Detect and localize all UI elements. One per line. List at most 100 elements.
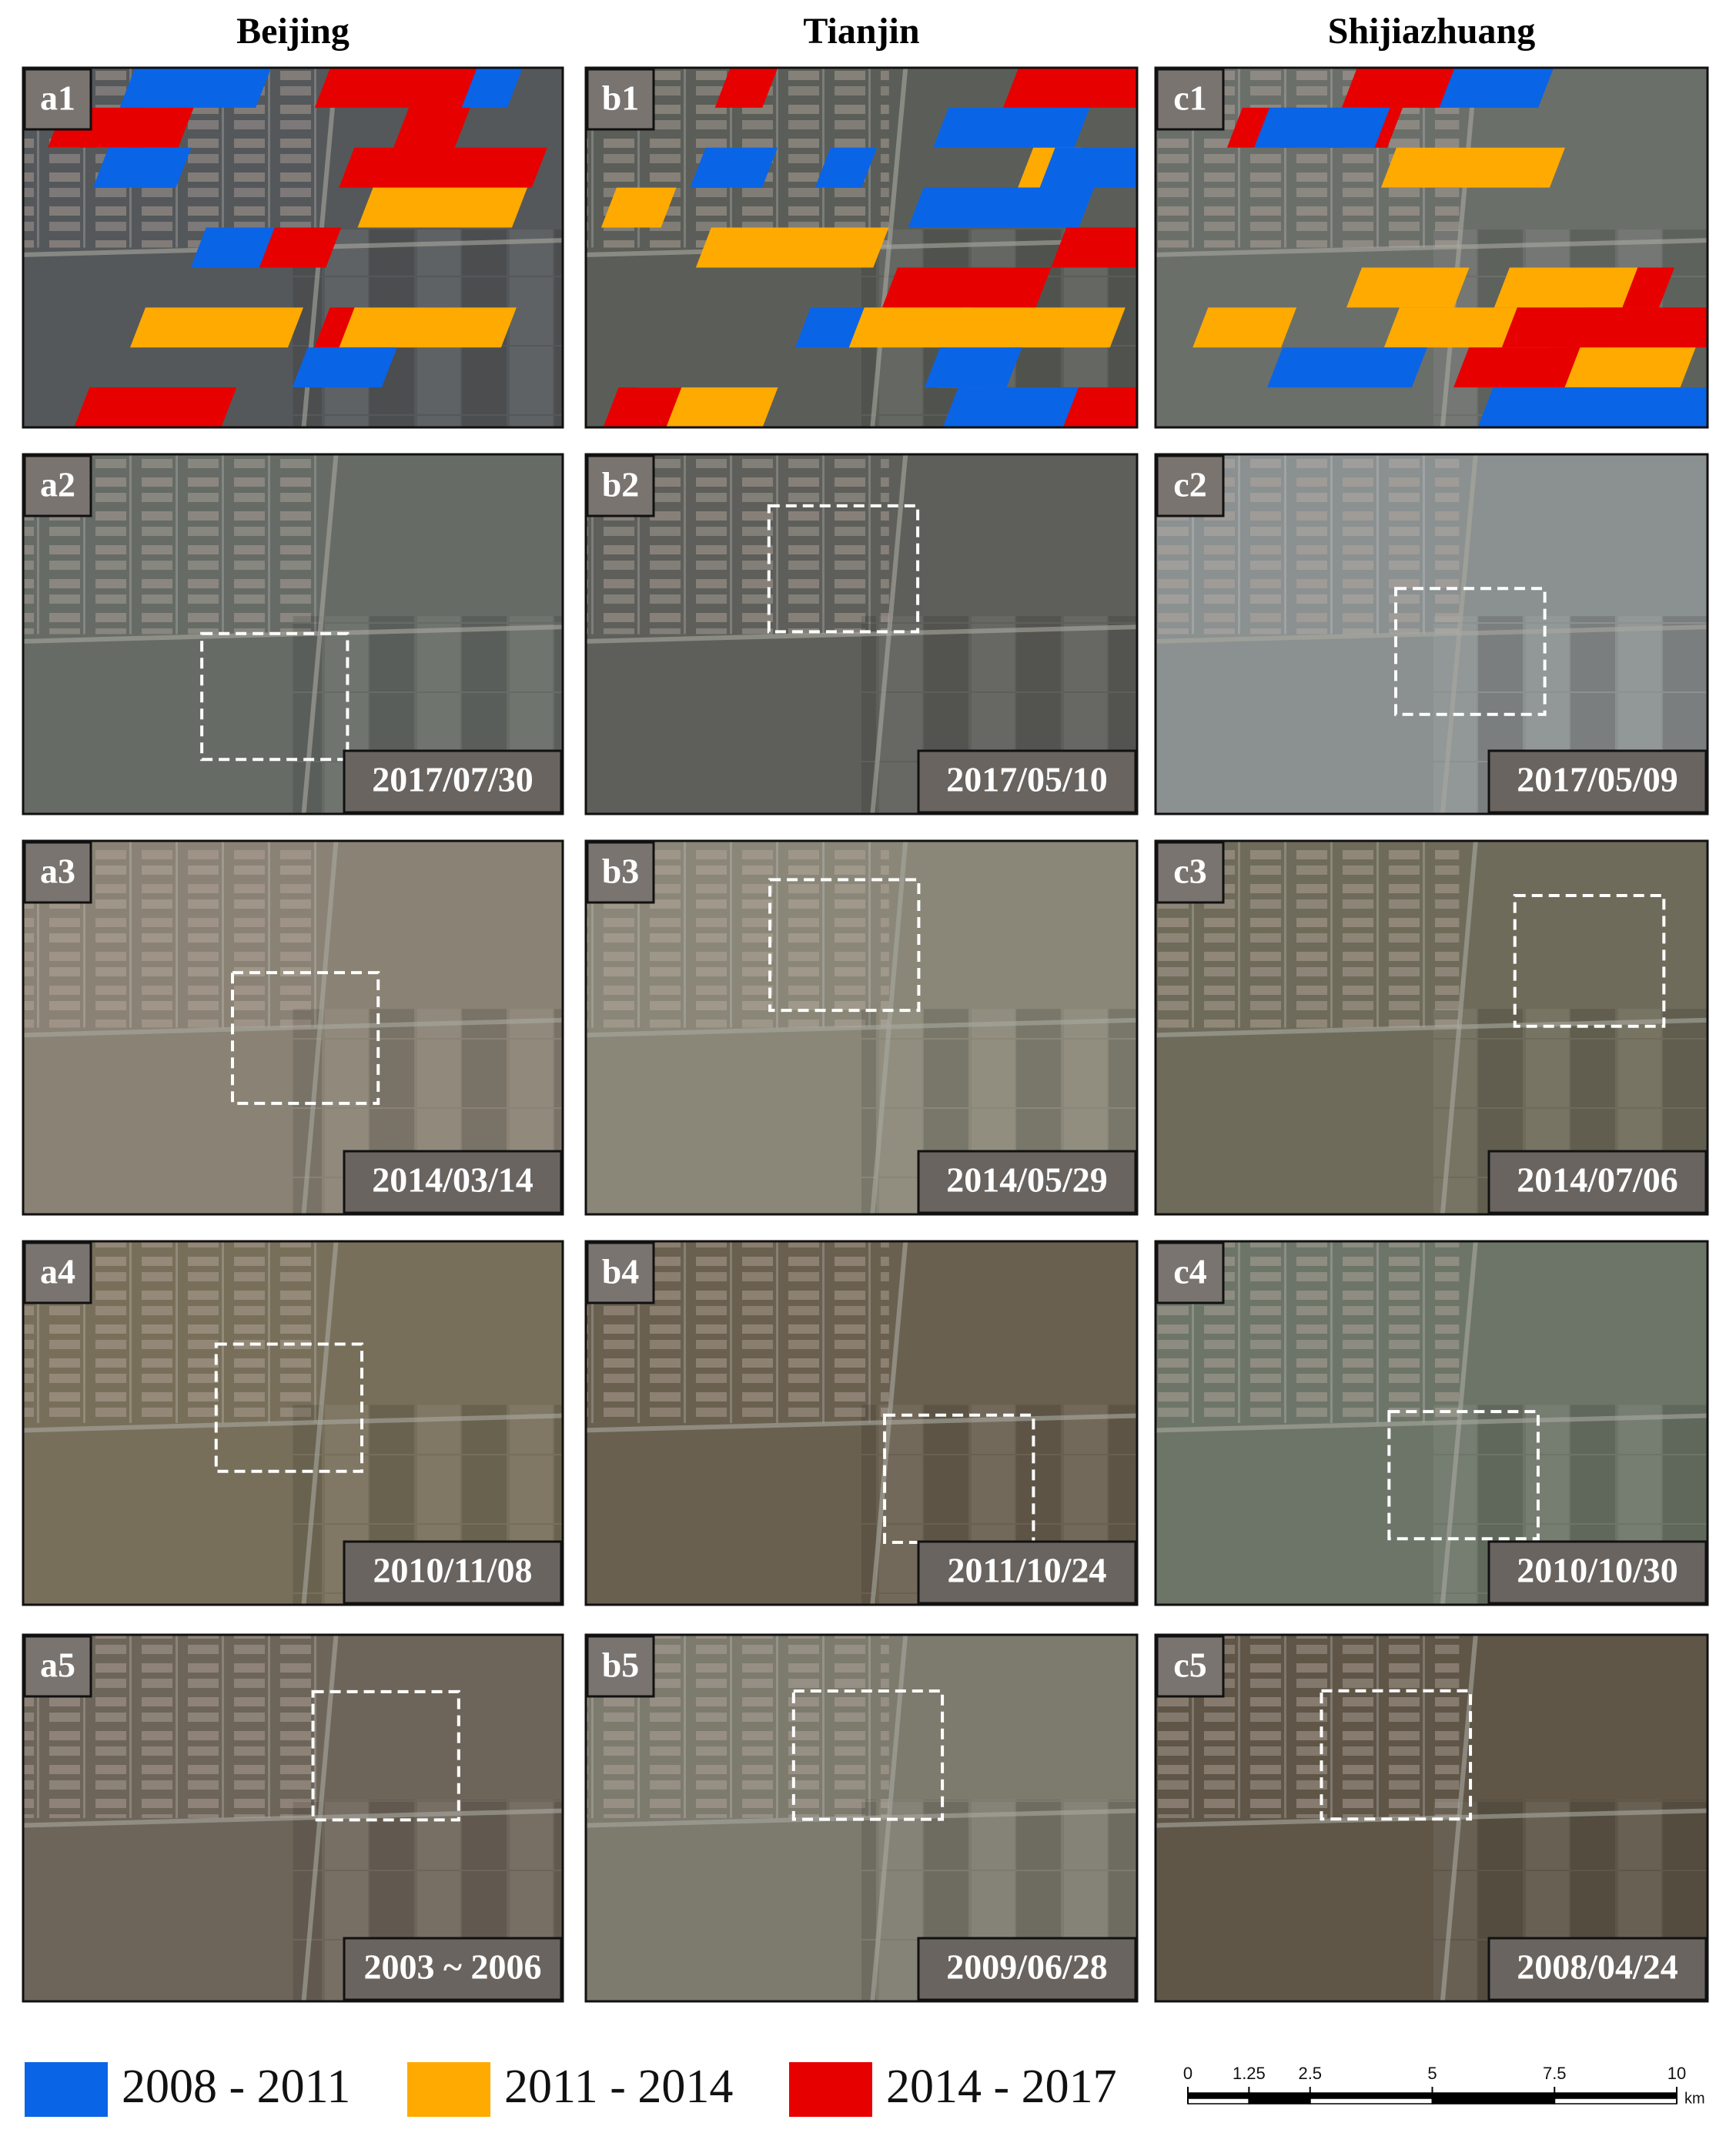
road [585,624,1138,644]
road [1155,1017,1708,1038]
scale-segment [1431,2098,1555,2105]
legend-swatch [25,2062,108,2117]
image-panel: c1 [1154,66,1709,429]
image-panel: c5 2008/04/24 [1154,1633,1709,2003]
label-box [23,68,92,131]
change-patch [259,227,342,268]
scale-segment [1554,2098,1677,2105]
panel-label: b2 [602,465,640,504]
panel-label: c1 [1173,79,1206,118]
road [870,840,908,1215]
road [301,1241,339,1606]
image-date: 2008/04/24 [1517,1947,1678,1987]
panel-border [22,1633,564,2003]
change-patch [292,347,397,388]
change-patch [1346,267,1470,308]
scale-label: 2.5 [1298,2064,1322,2083]
scale-label: 0 [1183,2064,1192,2083]
image-panel: b5 2009/06/28 [584,1633,1139,2003]
change-outline [1387,1410,1540,1541]
change-patch [314,68,477,108]
date-box [917,749,1137,814]
panel-label: b1 [602,79,640,118]
date-box [1487,1540,1708,1605]
scale-label: 5 [1427,2064,1437,2083]
date-box [1487,1150,1708,1214]
panel-label: b3 [602,852,640,891]
panel-border [1154,453,1709,815]
panel-border [584,1240,1139,1606]
label-box [1156,454,1225,517]
change-patch [1477,387,1593,427]
scale-segment [1431,2092,1555,2099]
change-patch [1192,307,1297,348]
road [1155,1808,1708,1828]
road [1440,1241,1478,1606]
label-box [1156,841,1225,904]
road [1155,238,1708,257]
panel-label: c4 [1173,1252,1206,1291]
image-panel: a1 [22,66,564,429]
image-date: 2017/05/09 [1517,760,1678,799]
change-patch [440,147,547,188]
label-box [1156,1635,1225,1698]
image-date: 2014/03/14 [372,1160,534,1200]
date-box [1487,749,1708,814]
change-patch [1453,347,1603,388]
image-panel: c3 2014/07/06 [1154,839,1709,1216]
change-outline [200,631,350,762]
panel-border [584,66,1139,429]
road [22,1808,564,1828]
change-patch [924,347,1022,388]
scale-segment [1554,2092,1677,2099]
label-box [586,841,655,904]
scale-segment [1248,2092,1311,2099]
image-panel: b3 2014/05/29 [584,839,1139,1216]
change-patch [600,187,677,228]
panel-label: c5 [1173,1646,1206,1685]
scale-label: 10 [1667,2064,1686,2083]
scale-segment [1187,2092,1250,2099]
scale-segment [1310,2092,1433,2099]
change-patch [942,387,1079,427]
change-outline [1394,587,1547,716]
column-title: Beijing [236,11,350,52]
road [1440,67,1478,428]
road [870,67,908,428]
change-patch [1341,68,1455,108]
panel-label: c3 [1173,852,1206,891]
date-box [343,1150,563,1214]
change-patch [1501,307,1681,348]
panel-label: a4 [40,1252,75,1291]
panel-border [584,1633,1139,2003]
panel-border [584,839,1139,1216]
label-box [23,1635,92,1698]
road [1440,840,1478,1215]
change-patch [1577,387,1708,427]
image-panel: c2 2017/05/09 [1154,453,1709,815]
change-patch [750,227,889,268]
legend-label: 2008 - 2011 [122,2061,350,2113]
change-patch [74,387,237,427]
image-panel: a5 2003 ~ 2006 [22,1633,564,2003]
panel-border [1154,66,1709,429]
change-patch [1380,147,1565,188]
image-date: 2011/10/24 [947,1551,1106,1590]
road [1155,624,1708,644]
road [1155,1413,1708,1433]
legend-swatch [789,2062,872,2117]
change-outline [1320,1689,1473,1821]
image-panel: a3 2014/03/14 [22,839,564,1216]
legend-label: 2014 - 2017 [886,2061,1117,2113]
change-patch [690,147,778,188]
legend-swatch [407,2062,490,2117]
image-date: 2009/06/28 [946,1947,1108,1987]
scale-segment [1187,2098,1250,2105]
road [585,1017,1138,1038]
change-patch [1564,347,1696,388]
date-box [917,1540,1137,1605]
date-box [343,749,563,814]
road [301,840,339,1215]
panel-border [22,66,564,429]
